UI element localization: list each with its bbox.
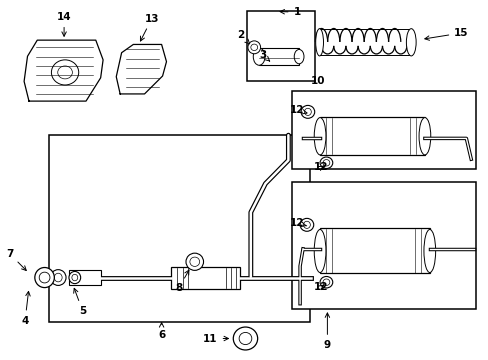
Text: 6: 6	[158, 323, 165, 340]
Ellipse shape	[247, 41, 260, 54]
Bar	[320, 228, 429, 273]
Ellipse shape	[315, 29, 323, 56]
Bar	[49, 135, 310, 321]
Ellipse shape	[185, 253, 203, 270]
Text: 5: 5	[74, 288, 86, 316]
Ellipse shape	[406, 29, 415, 56]
Ellipse shape	[314, 229, 325, 273]
Bar	[246, 12, 315, 81]
Ellipse shape	[423, 229, 435, 273]
Text: 3: 3	[259, 50, 269, 61]
Ellipse shape	[39, 272, 50, 283]
Text: 9: 9	[323, 313, 330, 350]
Ellipse shape	[303, 221, 310, 228]
Ellipse shape	[189, 257, 199, 266]
Ellipse shape	[253, 48, 264, 65]
Text: 1: 1	[280, 7, 300, 17]
Ellipse shape	[69, 271, 81, 284]
Text: 12: 12	[289, 105, 306, 115]
Text: 13: 13	[140, 14, 159, 41]
Polygon shape	[24, 40, 103, 101]
Bar	[291, 91, 475, 169]
Text: 8: 8	[175, 270, 188, 293]
Ellipse shape	[50, 270, 66, 285]
Ellipse shape	[314, 118, 325, 155]
Ellipse shape	[294, 49, 304, 64]
Ellipse shape	[320, 276, 332, 288]
Polygon shape	[116, 44, 166, 94]
Text: 12: 12	[313, 162, 327, 172]
Text: 4: 4	[21, 292, 30, 325]
Bar	[320, 117, 424, 155]
Text: 2: 2	[237, 31, 249, 44]
Text: 15: 15	[424, 28, 468, 40]
Ellipse shape	[323, 159, 329, 166]
Ellipse shape	[418, 118, 430, 155]
Ellipse shape	[323, 279, 329, 285]
Bar	[259, 48, 299, 65]
Ellipse shape	[250, 44, 257, 50]
Text: 12: 12	[313, 282, 327, 292]
Ellipse shape	[51, 60, 79, 85]
Ellipse shape	[304, 108, 311, 116]
Ellipse shape	[54, 273, 62, 282]
Ellipse shape	[72, 274, 78, 281]
Ellipse shape	[233, 327, 257, 350]
Ellipse shape	[300, 219, 313, 231]
Text: 14: 14	[57, 12, 71, 36]
Text: 11: 11	[203, 333, 228, 343]
Ellipse shape	[301, 105, 314, 118]
Text: 12: 12	[289, 218, 306, 228]
Bar	[171, 267, 239, 289]
Ellipse shape	[35, 267, 54, 288]
Text: 10: 10	[310, 76, 325, 86]
Text: 7: 7	[6, 248, 26, 270]
Ellipse shape	[239, 332, 251, 345]
Ellipse shape	[58, 66, 72, 79]
Bar	[291, 182, 475, 309]
Bar	[69, 270, 101, 285]
Ellipse shape	[320, 157, 332, 168]
